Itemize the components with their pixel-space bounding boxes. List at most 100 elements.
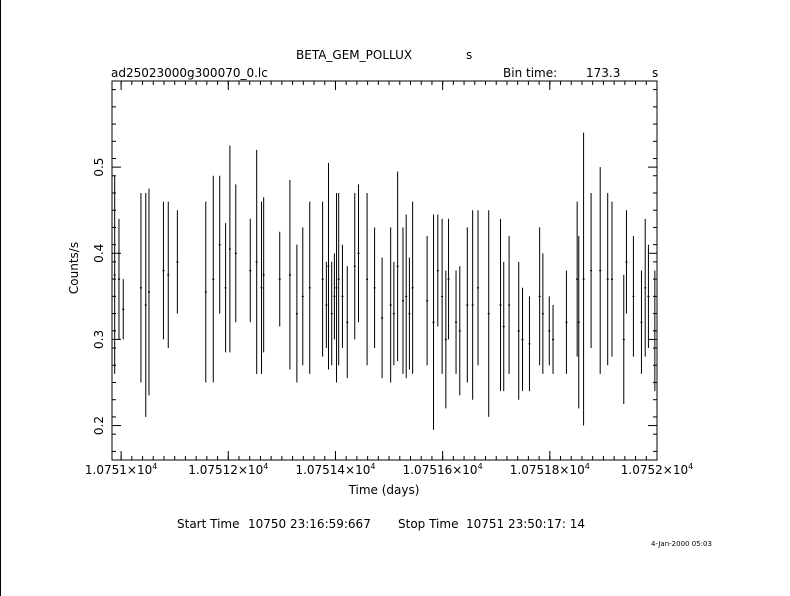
data-point (541, 253, 544, 374)
point-marker (610, 278, 613, 280)
data-point (552, 304, 555, 374)
data-point (162, 201, 165, 340)
point-marker (606, 278, 609, 280)
point-marker (381, 317, 384, 319)
data-point (117, 218, 120, 340)
point-marker (576, 278, 579, 280)
point-marker (327, 265, 330, 267)
data-point (113, 175, 116, 374)
point-marker (625, 261, 628, 263)
plot-timestamp: 4-Jan-2000 05:03 (651, 540, 712, 548)
point-marker (212, 278, 215, 280)
point-marker (653, 330, 656, 332)
data-point (487, 210, 490, 417)
point-marker (528, 343, 531, 345)
point-marker (426, 300, 429, 302)
y-axis-title: Counts/s (67, 242, 81, 294)
data-point (262, 197, 265, 353)
data-point (366, 192, 369, 366)
point-marker (441, 295, 444, 298)
point-marker (357, 252, 360, 254)
start-time-value: 10750 23:16:59:667 (248, 517, 371, 531)
data-point (389, 227, 392, 383)
data-point (373, 227, 376, 349)
data-point (477, 210, 480, 366)
data-point (204, 201, 207, 383)
point-marker (308, 287, 311, 289)
data-point (346, 266, 349, 379)
point-marker (622, 338, 625, 341)
data-point (325, 261, 328, 349)
point-marker (147, 291, 150, 293)
data-point (122, 279, 125, 340)
data-point (176, 210, 179, 314)
point-marker (508, 304, 511, 306)
point-marker (396, 265, 399, 267)
point-marker (346, 321, 349, 323)
data-point (234, 184, 237, 323)
data-point (333, 253, 336, 340)
left-border-line (0, 0, 1, 596)
data-point (538, 227, 541, 366)
point-marker (466, 304, 469, 306)
x-axis-title: Time (days) (348, 483, 420, 497)
data-point (622, 274, 625, 405)
point-marker (632, 295, 635, 298)
point-marker (144, 304, 147, 306)
x-tick-label: 1.07516×104 (403, 462, 483, 477)
data-point (381, 257, 384, 379)
point-marker (552, 338, 555, 341)
data-point (308, 201, 311, 374)
data-point (647, 244, 650, 349)
data-point (528, 296, 531, 392)
point-marker (321, 278, 324, 280)
bin-time-unit: s (652, 66, 659, 80)
y-tick-label: 0.5 (92, 158, 106, 177)
point-marker (477, 287, 480, 289)
data-point (508, 236, 511, 374)
point-marker (122, 308, 125, 310)
data-points (113, 132, 656, 430)
data-point (521, 287, 524, 392)
data-point (466, 227, 469, 383)
data-point (499, 218, 502, 392)
stop-time-value: 10751 23:50:17: 14 (466, 517, 586, 531)
data-point (653, 270, 656, 392)
data-point (458, 266, 461, 396)
x-tick-label: 1.0751×104 (85, 462, 157, 477)
data-point (228, 145, 231, 353)
point-marker (204, 291, 207, 293)
point-marker (249, 270, 252, 272)
data-point (401, 227, 404, 374)
point-marker (333, 295, 336, 298)
point-marker (487, 313, 490, 315)
point-marker (392, 313, 395, 315)
data-point (327, 162, 330, 370)
axis-ticks: 1.0751×104 1.07512×104 1.07514×104 1.07516×… (85, 81, 693, 477)
point-marker (335, 287, 338, 289)
object-name: BETA_GEM_POLLUX (296, 48, 413, 62)
data-point (426, 236, 429, 366)
data-point (436, 214, 439, 327)
point-marker (228, 248, 231, 250)
data-point (590, 192, 593, 349)
file-name: ad25023000g300070_0.lc (111, 66, 268, 80)
data-point (392, 261, 395, 366)
point-marker (337, 278, 340, 280)
point-marker (373, 287, 376, 289)
data-point (432, 214, 435, 430)
point-marker (139, 287, 142, 289)
stop-time-label: Stop Time (398, 517, 459, 531)
data-point (632, 236, 635, 357)
data-point (288, 180, 291, 370)
point-marker (341, 295, 344, 298)
y-tick-label: 0.4 (92, 244, 106, 263)
start-time-label: Start Time (177, 517, 240, 531)
data-point (441, 218, 444, 374)
data-point (408, 257, 411, 370)
data-point (341, 244, 344, 349)
point-marker (224, 287, 227, 289)
data-point (167, 201, 170, 349)
data-point (255, 149, 258, 374)
